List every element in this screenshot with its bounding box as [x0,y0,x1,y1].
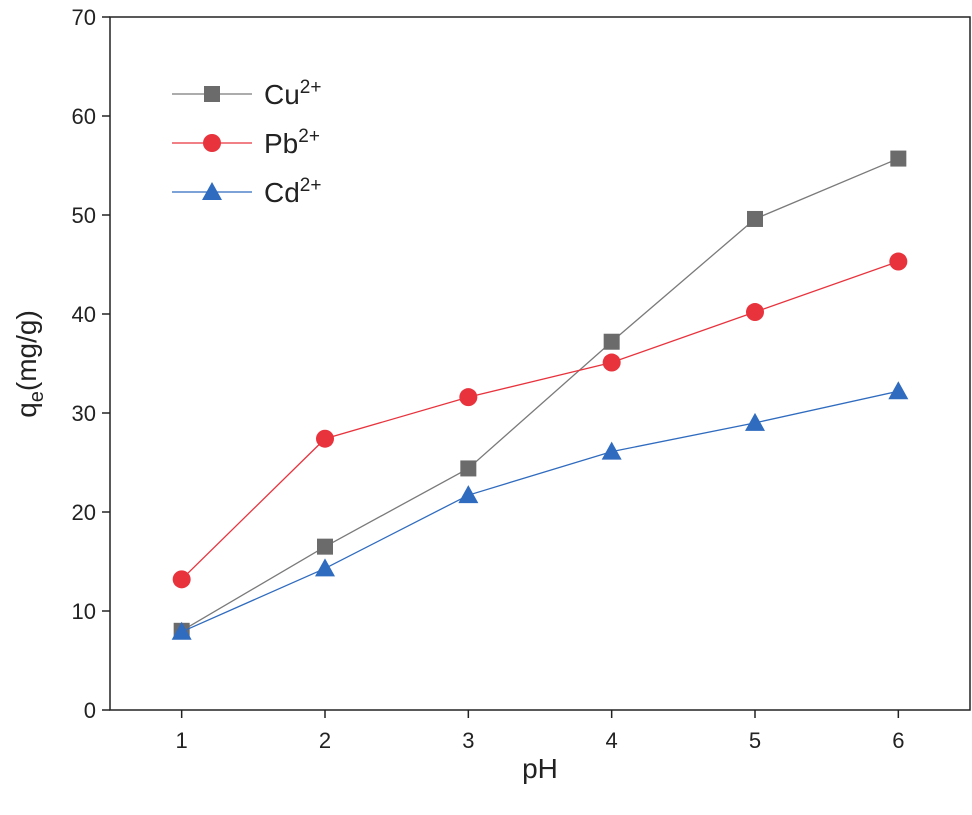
y-axis-label-main: q [11,402,42,418]
x-tick-label: 5 [749,728,761,753]
series-line-cu [181,157,899,632]
legend-label: Pb2+ [264,126,320,159]
data-point-cd [888,381,909,400]
data-point-cd [171,621,192,640]
x-tick-label: 6 [892,728,904,753]
data-point-cu [460,460,477,477]
legend-item-cd: Cd2+ [172,175,321,208]
legend-label: Cd2+ [264,175,321,208]
legend-marker [204,86,220,102]
data-point-pb [172,570,191,589]
series-pb [172,252,908,589]
data-point-cu [890,150,907,167]
y-tick-label: 20 [72,500,96,525]
data-point-cd [315,558,335,577]
series-cd [171,381,909,640]
y-tick-label: 30 [72,401,96,426]
y-axis-label: qe(mg/g) [11,310,48,418]
y-tick-label: 70 [72,5,96,30]
legend-label: Cu2+ [264,77,321,110]
plot-frame [109,16,971,711]
data-point-cd [458,485,479,504]
data-point-pb [746,303,764,322]
series-cu [173,150,907,639]
legend: Cu2+Pb2+Cd2+ [172,77,321,208]
y-axis-label-sub: e [26,391,48,402]
x-tick-label: 1 [176,728,188,753]
series-layer [171,150,909,640]
legend-marker [202,182,222,200]
y-tick-label: 60 [72,104,96,129]
axis-ticks: 0 10 20 30 40 50 60 70 1 2 3 4 5 6 [72,5,905,753]
legend-label-base: Cu [264,79,300,110]
legend-marker [203,134,221,152]
data-point-cu [747,210,763,227]
x-tick-label: 2 [319,728,331,753]
data-point-pb [316,429,334,448]
legend-label-charge: 2+ [300,175,322,196]
data-point-cd [601,441,622,460]
legend-label-base: Pb [264,128,298,159]
y-tick-label: 50 [72,203,96,228]
legend-label-base: Cd [264,177,300,208]
data-point-cd [745,412,765,431]
series-line-pb [181,260,899,580]
legend-label-charge: 2+ [300,77,322,98]
series-line-cd [181,390,899,633]
data-point-cu [317,538,333,555]
x-tick-label: 3 [462,728,474,753]
y-tick-label: 40 [72,302,96,327]
data-point-pb [459,388,478,407]
x-tick-label: 4 [606,728,618,753]
y-tick-label: 0 [84,698,96,723]
x-axis-label: pH [522,753,558,784]
data-point-pb [602,353,621,372]
legend-label-charge: 2+ [298,126,320,147]
legend-item-cu: Cu2+ [172,77,321,110]
data-point-pb [889,252,908,271]
y-tick-label: 10 [72,599,96,624]
data-point-cu [603,333,620,350]
legend-item-pb: Pb2+ [172,126,320,159]
y-axis-label-unit: (mg/g) [11,310,42,391]
